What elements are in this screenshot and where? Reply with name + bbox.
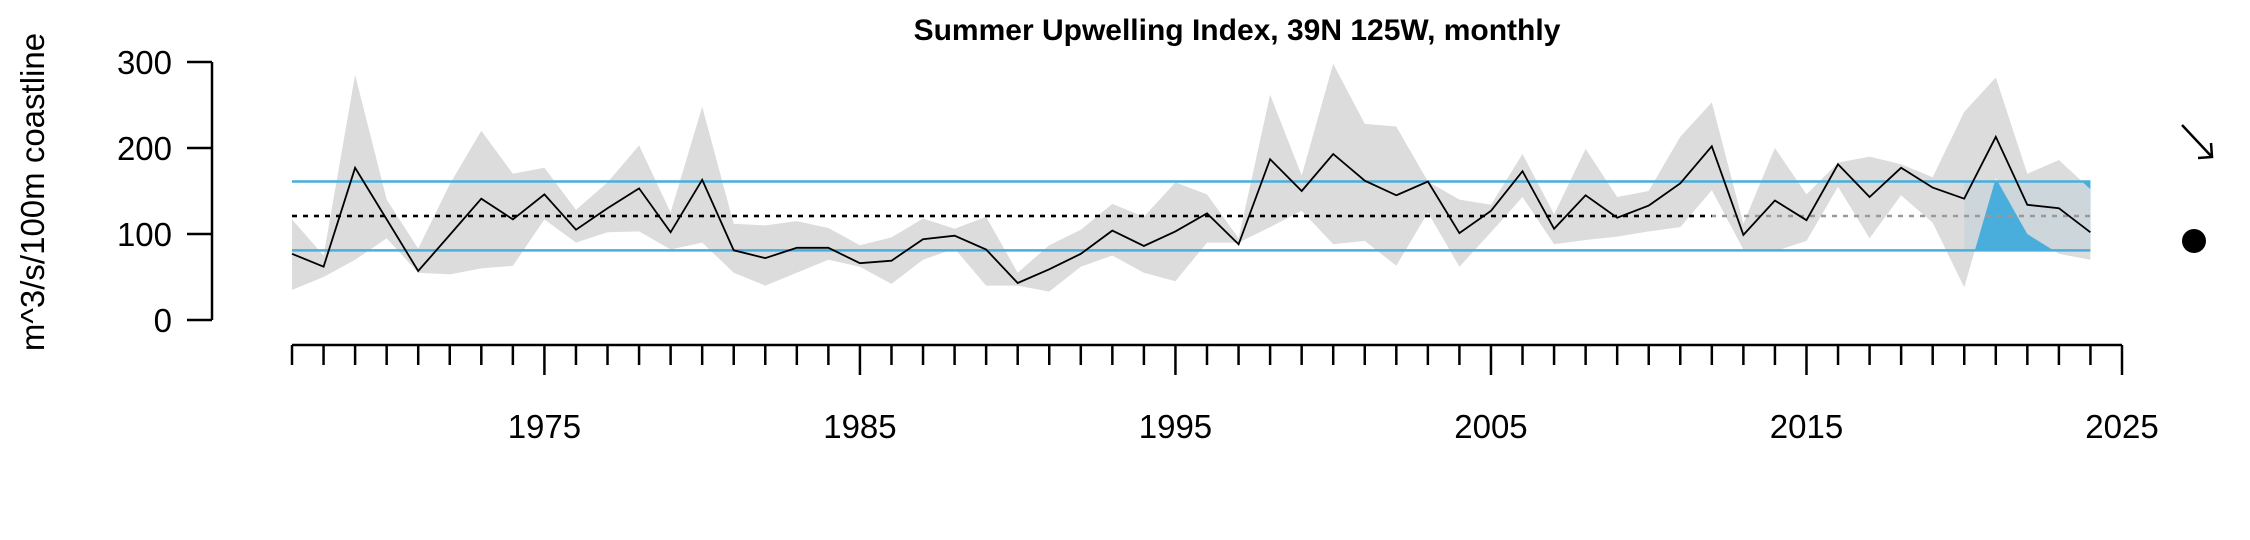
y-tick-label: 200 [117,130,172,167]
arrow-down-right-icon [2181,124,2214,160]
filled-circle-icon [2182,229,2206,253]
range-band [292,63,2091,292]
arrow-head [2197,142,2214,160]
arrow-shaft [2181,124,2213,158]
x-tick-label: 1995 [1139,408,1212,445]
reference-lines-layer [292,180,2091,252]
x-tick-label: 2005 [1454,408,1527,445]
indicators [2181,124,2214,253]
range-band-layer [292,63,2091,292]
x-tick-label: 2025 [2085,408,2158,445]
y-tick-label: 0 [154,302,172,339]
y-axis-label: m^3/s/100m coastline [14,33,51,351]
series-line [291,134,2091,285]
y-tick-label: 300 [117,44,172,81]
chart-title: Summer Upwelling Index, 39N 125W, monthl… [914,14,1561,47]
x-tick-label: 2015 [1770,408,1843,445]
series-layer [291,134,2091,285]
x-tick-label: 1985 [823,408,896,445]
y-axis: 0 100 200 300 [117,44,214,339]
y-tick-label: 100 [117,216,172,253]
x-axis: 1975 1985 1995 2005 2015 2025 [290,343,2159,445]
x-tick-label: 1975 [508,408,581,445]
